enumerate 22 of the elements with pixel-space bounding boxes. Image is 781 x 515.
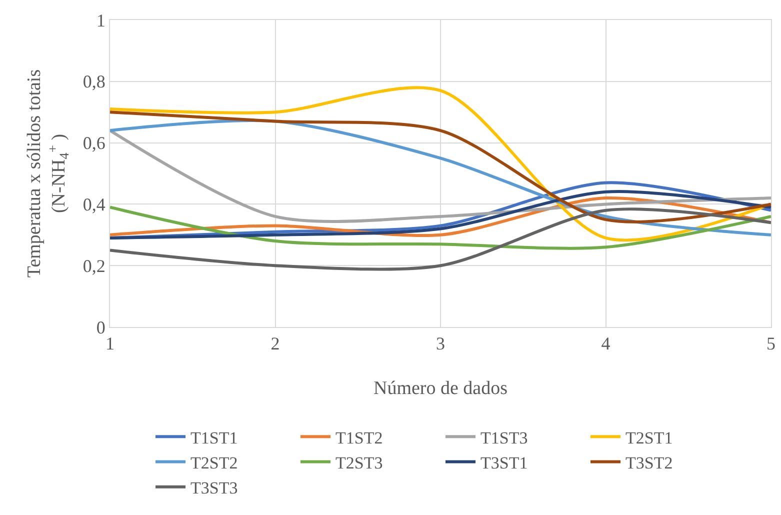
legend-label: T2ST1 <box>626 428 673 448</box>
line-series <box>110 190 771 240</box>
legend-label: T1ST3 <box>480 428 528 448</box>
y-tick-label: 0,6 <box>82 133 106 154</box>
y-tick-label: 0,2 <box>82 256 106 276</box>
y-tick-label: 0,8 <box>82 72 106 92</box>
legend-label: T2ST3 <box>336 453 383 472</box>
legend-label: T1ST1 <box>190 428 238 448</box>
y-tick-label: 0 <box>96 317 106 338</box>
legend-label: T2ST2 <box>190 453 238 472</box>
x-tick-label: 4 <box>601 334 610 354</box>
x-tick-label: 3 <box>436 334 445 354</box>
legend-label: T3ST3 <box>190 478 238 498</box>
x-tick-label: 2 <box>270 334 280 354</box>
y-tick-label: 1 <box>96 10 106 30</box>
line-series <box>110 206 771 250</box>
legend-label: T3ST2 <box>626 453 673 472</box>
y-tick-label: 0,4 <box>82 194 106 214</box>
x-axis-title: Número de dados <box>373 378 508 399</box>
x-tick-label: 5 <box>766 334 776 354</box>
legend-label: T3ST1 <box>480 453 528 472</box>
legend-label: T1ST2 <box>336 428 383 448</box>
